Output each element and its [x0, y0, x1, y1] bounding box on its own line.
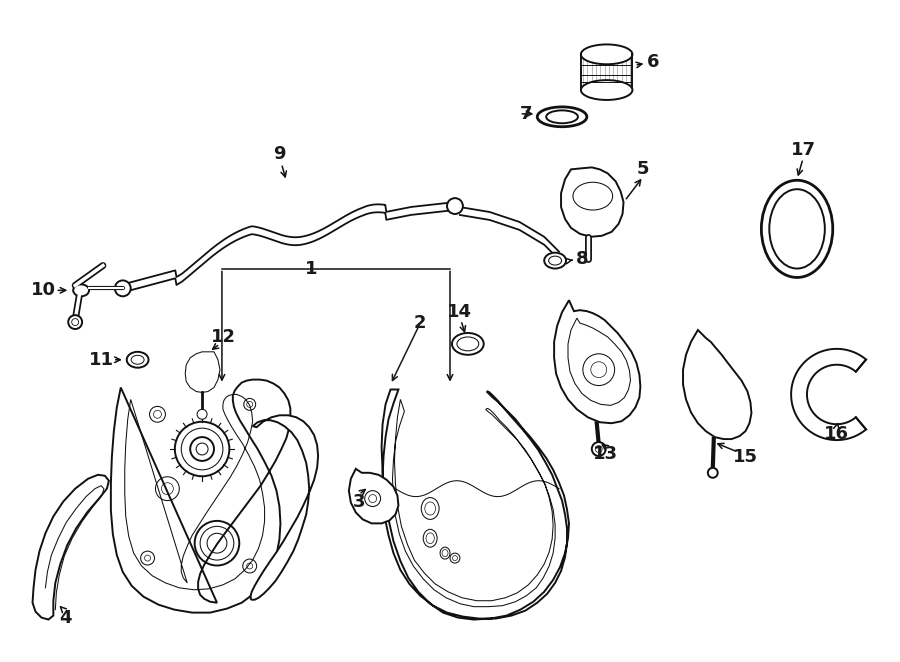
Ellipse shape [127, 352, 148, 367]
Text: 11: 11 [88, 351, 113, 369]
Text: 4: 4 [59, 608, 71, 626]
PathPatch shape [111, 379, 291, 612]
Text: 3: 3 [353, 493, 365, 510]
Ellipse shape [580, 44, 633, 64]
Text: 7: 7 [520, 105, 533, 123]
Ellipse shape [580, 80, 633, 100]
Text: 10: 10 [31, 281, 56, 299]
Text: 8: 8 [576, 250, 589, 267]
Text: 6: 6 [647, 53, 660, 71]
Circle shape [197, 409, 207, 419]
Circle shape [592, 442, 606, 456]
Text: 9: 9 [274, 144, 285, 162]
Circle shape [707, 468, 717, 478]
PathPatch shape [185, 352, 220, 393]
Text: 13: 13 [593, 445, 618, 463]
Text: 12: 12 [212, 328, 237, 346]
PathPatch shape [349, 469, 399, 524]
Text: 16: 16 [824, 425, 850, 443]
Ellipse shape [73, 285, 89, 297]
Circle shape [68, 315, 82, 329]
PathPatch shape [554, 301, 641, 423]
Ellipse shape [761, 180, 832, 277]
PathPatch shape [561, 167, 624, 237]
Polygon shape [791, 349, 866, 440]
PathPatch shape [382, 389, 569, 620]
PathPatch shape [251, 415, 318, 600]
PathPatch shape [32, 475, 109, 620]
PathPatch shape [683, 330, 752, 439]
Ellipse shape [537, 107, 587, 126]
Text: 1: 1 [305, 260, 318, 277]
Ellipse shape [131, 355, 144, 364]
Text: 5: 5 [637, 160, 650, 178]
Ellipse shape [770, 189, 824, 269]
Ellipse shape [549, 256, 562, 265]
Text: 14: 14 [447, 303, 473, 321]
Ellipse shape [544, 253, 566, 269]
Ellipse shape [546, 111, 578, 123]
Text: 17: 17 [790, 140, 815, 158]
Circle shape [447, 198, 463, 214]
Circle shape [115, 281, 130, 297]
Text: 2: 2 [414, 314, 427, 332]
Text: 15: 15 [733, 448, 758, 466]
